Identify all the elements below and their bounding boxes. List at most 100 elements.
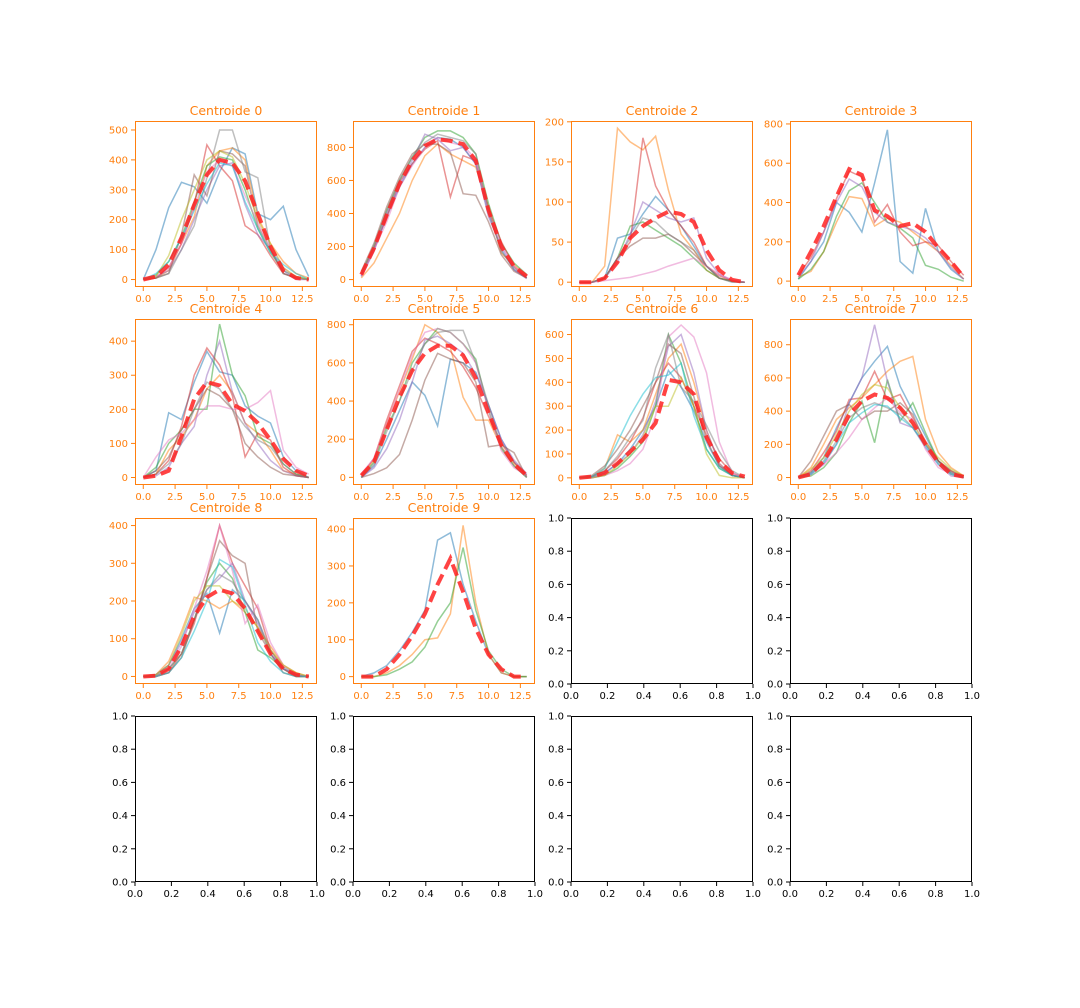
subplot-7: 0.0 2.5 5.0 7.5 10.0 12.5 0 200 400 600 800 Centroi… bbox=[764, 301, 972, 503]
x-tick-label: 2.5 bbox=[603, 294, 619, 305]
x-tick-label: 7.5 bbox=[667, 294, 683, 305]
x-tick-label: 7.5 bbox=[886, 492, 902, 503]
subplot-3: 0.0 2.5 5.0 7.5 10.0 12.5 0 200 400 600 800 Centroi… bbox=[764, 103, 972, 305]
x-tick-label: 5.0 bbox=[417, 294, 433, 305]
x-tick-label: 0.4 bbox=[200, 889, 216, 900]
series-line-0 bbox=[142, 146, 310, 280]
y-tick-label: 500 bbox=[545, 354, 564, 365]
series-line-0 bbox=[797, 129, 965, 280]
y-tick-label: 1.0 bbox=[767, 514, 783, 525]
series-line-8 bbox=[143, 150, 309, 281]
y-tick-label: 0.0 bbox=[112, 878, 128, 889]
series-line-2 bbox=[143, 562, 309, 678]
subplot-title: Centroide 8 bbox=[190, 500, 263, 515]
y-tick-label: 1.0 bbox=[548, 712, 564, 723]
x-tick-label: 0.0 bbox=[127, 889, 143, 900]
x-tick-label: 0.0 bbox=[135, 492, 151, 503]
subplot-1: 0.0 2.5 5.0 7.5 10.0 12.5 0 200 400 600 800 Centroi… bbox=[327, 103, 535, 305]
x-tick-label: 0.6 bbox=[891, 691, 907, 702]
series-line-9 bbox=[798, 403, 964, 479]
x-tick-label: 1.0 bbox=[964, 889, 980, 900]
y-tick-label: 100 bbox=[545, 449, 564, 460]
y-tick-label: 0 bbox=[122, 672, 128, 683]
x-tick-label: 0.2 bbox=[163, 889, 179, 900]
axes-frame bbox=[135, 319, 317, 485]
y-tick-label: 100 bbox=[109, 245, 128, 256]
y-tick-label: 0.4 bbox=[767, 811, 783, 822]
x-tick-label: 12.5 bbox=[509, 492, 531, 503]
x-tick-label: 10.0 bbox=[477, 691, 499, 702]
series-line-1 bbox=[361, 525, 527, 678]
x-tick-label: 0.6 bbox=[672, 889, 688, 900]
subplot-title: Centroide 4 bbox=[190, 301, 263, 316]
y-tick-label: 400 bbox=[109, 337, 128, 348]
y-tick-label: 0.6 bbox=[548, 580, 564, 591]
subplot-10: 0.0 0.2 0.4 0.6 0.8 1.0 0.0 0.2 0.4 0.6 0.8 1.0 bbox=[548, 514, 761, 703]
y-tick-label: 0.8 bbox=[548, 547, 564, 558]
y-tick-label: 400 bbox=[109, 155, 128, 166]
series-line-1 bbox=[797, 355, 965, 479]
y-tick-label: 200 bbox=[109, 405, 128, 416]
subplot-title: Centroide 6 bbox=[626, 301, 699, 316]
y-tick-label: 200 bbox=[545, 117, 564, 128]
x-tick-label: 0.2 bbox=[381, 889, 397, 900]
series-line-6 bbox=[360, 327, 528, 477]
subplot-13: 0.0 0.2 0.4 0.6 0.8 1.0 0.0 0.2 0.4 0.6 0.8 1.0 bbox=[330, 712, 543, 901]
subplot-title: Centroide 0 bbox=[190, 103, 263, 118]
y-tick-label: 400 bbox=[764, 198, 783, 209]
series-line-2 bbox=[142, 323, 309, 479]
series-line-7 bbox=[360, 329, 528, 478]
y-tick-label: 500 bbox=[109, 125, 128, 136]
centroid-line bbox=[579, 377, 746, 480]
axes-frame bbox=[135, 716, 317, 882]
series-line-5 bbox=[360, 143, 528, 279]
x-tick-label: 12.5 bbox=[291, 492, 313, 503]
y-tick-label: 200 bbox=[109, 215, 128, 226]
x-tick-label: 12.5 bbox=[946, 294, 968, 305]
centroid-line bbox=[142, 157, 309, 282]
y-tick-label: 600 bbox=[545, 330, 564, 341]
x-tick-label: 0.8 bbox=[491, 889, 507, 900]
plot-area bbox=[359, 323, 529, 479]
x-tick-label: 12.5 bbox=[727, 492, 749, 503]
x-tick-label: 5.0 bbox=[635, 294, 651, 305]
y-tick-label: 600 bbox=[764, 159, 783, 170]
y-tick-label: 100 bbox=[109, 439, 128, 450]
y-tick-label: 0.8 bbox=[767, 547, 783, 558]
x-tick-label: 2.5 bbox=[385, 492, 401, 503]
y-tick-label: 400 bbox=[327, 209, 346, 220]
subplot-title: Centroide 9 bbox=[408, 500, 481, 515]
series-line-0 bbox=[142, 349, 310, 479]
centroid-line bbox=[361, 553, 527, 679]
x-tick-label: 0.2 bbox=[818, 889, 834, 900]
series-line-5 bbox=[142, 387, 309, 479]
subplot-title: Centroide 5 bbox=[408, 301, 481, 316]
x-tick-label: 7.5 bbox=[449, 294, 465, 305]
centroid-line bbox=[359, 137, 528, 278]
x-tick-label: 7.5 bbox=[231, 492, 247, 503]
subplot-title: Centroide 3 bbox=[845, 103, 918, 118]
x-tick-label: 5.0 bbox=[417, 691, 433, 702]
x-tick-label: 0.6 bbox=[454, 889, 470, 900]
x-tick-label: 5.0 bbox=[199, 691, 215, 702]
y-tick-label: 200 bbox=[764, 237, 783, 248]
y-tick-label: 200 bbox=[327, 435, 346, 446]
axes-frame bbox=[135, 121, 317, 287]
subplot-title: Centroide 2 bbox=[626, 103, 699, 118]
centroid-line bbox=[359, 343, 529, 477]
x-tick-label: 2.5 bbox=[385, 691, 401, 702]
x-tick-label: 0.2 bbox=[599, 889, 615, 900]
x-tick-label: 0.0 bbox=[571, 492, 587, 503]
series-line-9 bbox=[143, 558, 309, 678]
series-line-2 bbox=[360, 327, 528, 478]
axes-frame bbox=[571, 319, 753, 485]
series-line-3 bbox=[579, 137, 745, 283]
series-line-4 bbox=[360, 335, 528, 478]
y-tick-label: 0.6 bbox=[548, 778, 564, 789]
x-tick-label: 0.4 bbox=[855, 889, 871, 900]
series-line-4 bbox=[143, 561, 309, 678]
y-tick-label: 200 bbox=[545, 426, 564, 437]
plot-area bbox=[579, 323, 746, 480]
x-tick-label: 7.5 bbox=[449, 691, 465, 702]
